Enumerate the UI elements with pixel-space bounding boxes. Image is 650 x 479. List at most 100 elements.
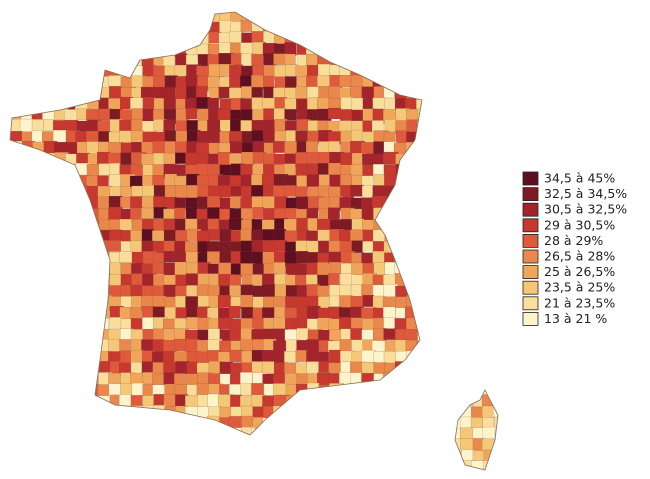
region <box>472 361 487 376</box>
region <box>450 317 463 332</box>
region <box>217 294 231 308</box>
region <box>76 362 90 377</box>
region <box>10 240 13 253</box>
region <box>492 230 498 244</box>
region <box>230 0 243 11</box>
region <box>494 130 498 146</box>
region <box>505 351 517 364</box>
region <box>504 197 518 211</box>
region <box>462 0 474 11</box>
region <box>20 21 33 36</box>
region <box>417 142 430 154</box>
region <box>31 98 47 111</box>
region <box>10 130 11 145</box>
legend-swatch <box>522 249 539 264</box>
region <box>42 97 55 110</box>
region <box>340 31 353 44</box>
region <box>43 461 59 470</box>
region <box>43 350 57 362</box>
region <box>196 448 211 464</box>
region <box>394 384 409 398</box>
region <box>120 43 132 58</box>
region <box>450 174 466 189</box>
region <box>42 31 56 46</box>
region <box>339 63 353 76</box>
region <box>109 460 124 470</box>
region <box>394 207 410 222</box>
region <box>429 0 443 11</box>
region <box>10 152 21 167</box>
region <box>494 372 498 386</box>
legend-label: 25 à 26,5% <box>544 264 615 279</box>
region <box>360 405 373 421</box>
legend-label: 29 à 30,5% <box>544 217 615 232</box>
region <box>449 394 463 407</box>
region <box>119 339 131 352</box>
region <box>383 394 398 406</box>
region <box>438 460 451 470</box>
region <box>20 207 37 220</box>
region <box>241 12 254 14</box>
region <box>76 317 92 330</box>
region <box>350 394 363 409</box>
region <box>295 427 310 441</box>
region <box>65 21 80 34</box>
region <box>404 274 417 289</box>
region <box>55 472 68 479</box>
region <box>506 341 517 353</box>
region <box>65 30 80 46</box>
region <box>20 318 33 333</box>
region <box>438 240 451 255</box>
region <box>297 0 310 9</box>
region <box>416 428 429 443</box>
region <box>317 395 330 409</box>
region <box>427 328 439 343</box>
region <box>328 141 340 153</box>
region <box>296 217 309 232</box>
region <box>394 42 409 56</box>
region <box>10 43 25 55</box>
region <box>505 64 519 78</box>
region <box>328 273 340 286</box>
region <box>438 12 451 25</box>
region <box>10 98 24 111</box>
region <box>30 20 45 35</box>
region <box>207 438 221 451</box>
region <box>10 207 23 221</box>
region <box>31 119 44 131</box>
region <box>505 406 516 417</box>
region <box>472 262 485 276</box>
region <box>0 473 11 479</box>
region <box>483 98 498 114</box>
region <box>130 97 144 111</box>
region <box>383 427 396 440</box>
region <box>153 439 166 454</box>
region <box>450 107 465 123</box>
region <box>65 460 81 470</box>
region <box>141 12 157 13</box>
region <box>339 461 354 470</box>
region <box>10 394 23 409</box>
region <box>31 415 43 428</box>
region <box>10 307 14 321</box>
region <box>76 273 91 287</box>
region <box>42 64 55 78</box>
region <box>384 460 398 470</box>
region <box>87 274 99 287</box>
region <box>426 152 442 167</box>
region <box>109 42 124 57</box>
region <box>395 75 410 91</box>
region <box>21 328 36 342</box>
region <box>164 32 178 45</box>
region <box>219 208 231 222</box>
region <box>360 394 376 408</box>
region <box>152 140 165 154</box>
region <box>506 241 519 253</box>
region <box>64 339 80 353</box>
region <box>427 31 439 47</box>
region <box>339 406 354 422</box>
region <box>229 461 243 470</box>
region <box>416 251 429 264</box>
region <box>505 219 517 234</box>
region <box>207 428 220 443</box>
